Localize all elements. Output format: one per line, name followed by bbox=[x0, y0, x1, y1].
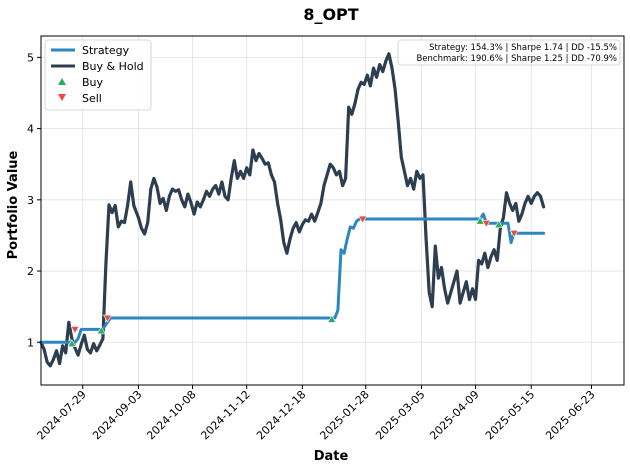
legend-sell-marker bbox=[58, 94, 66, 101]
plot-frame bbox=[40, 35, 625, 386]
x-tick-label: 2025-06-23 bbox=[543, 388, 597, 442]
y-tick-label: 4 bbox=[27, 123, 34, 136]
x-tick-label: 2025-01-28 bbox=[317, 388, 371, 442]
x-tick-label: 2025-04-09 bbox=[427, 388, 481, 442]
legend-buyhold-label: Buy & Hold bbox=[82, 60, 144, 73]
x-tick-label: 2024-07-29 bbox=[34, 388, 88, 442]
buy-marker bbox=[494, 220, 504, 229]
legend: Strategy Buy & Hold Buy Sell bbox=[44, 39, 152, 111]
chart-title: 8_OPT bbox=[303, 5, 358, 24]
buy-marker bbox=[96, 326, 106, 335]
y-tick-label: 2 bbox=[27, 265, 34, 278]
legend-sell-label: Sell bbox=[82, 92, 102, 105]
x-tick-label: 2025-03-05 bbox=[373, 388, 427, 442]
buy-marker bbox=[67, 339, 77, 347]
stats-annotation: Strategy: 154.3% | Sharpe 1.74 | DD -15.… bbox=[397, 39, 621, 66]
y-tick-label: 1 bbox=[27, 336, 34, 349]
sell-marker bbox=[70, 326, 80, 335]
stats-strategy: Strategy: 154.3% | Sharpe 1.74 | DD -15.… bbox=[429, 43, 617, 53]
x-tick-label: 2024-11-12 bbox=[198, 388, 252, 442]
sell-marker bbox=[358, 215, 368, 224]
x-tick-label: 2024-12-18 bbox=[254, 388, 308, 442]
sell-marker bbox=[509, 229, 519, 238]
y-axis-label: Portfolio Value bbox=[6, 150, 21, 259]
buy-marker bbox=[327, 314, 337, 323]
y-tick-label: 3 bbox=[27, 194, 34, 207]
x-axis-label: Date bbox=[314, 449, 349, 464]
legend-box bbox=[44, 39, 152, 111]
buyhold-line bbox=[39, 52, 546, 368]
buy-marker bbox=[475, 216, 485, 225]
legend-strategy-label: Strategy bbox=[82, 44, 130, 57]
x-tick-label: 2025-05-15 bbox=[483, 388, 537, 442]
stats-box bbox=[397, 39, 621, 66]
y-tick-label: 5 bbox=[27, 51, 34, 64]
stats-benchmark: Benchmark: 190.6% | Sharpe 1.25 | DD -70… bbox=[416, 54, 617, 64]
sell-marker bbox=[102, 314, 113, 323]
x-tick-label: 2024-10-08 bbox=[144, 388, 198, 442]
marker-layer bbox=[67, 215, 519, 347]
legend-buy-label: Buy bbox=[82, 76, 104, 89]
sell-marker bbox=[481, 220, 491, 228]
x-tick-label: 2024-09-03 bbox=[90, 388, 144, 442]
legend-buy-marker bbox=[58, 78, 66, 85]
